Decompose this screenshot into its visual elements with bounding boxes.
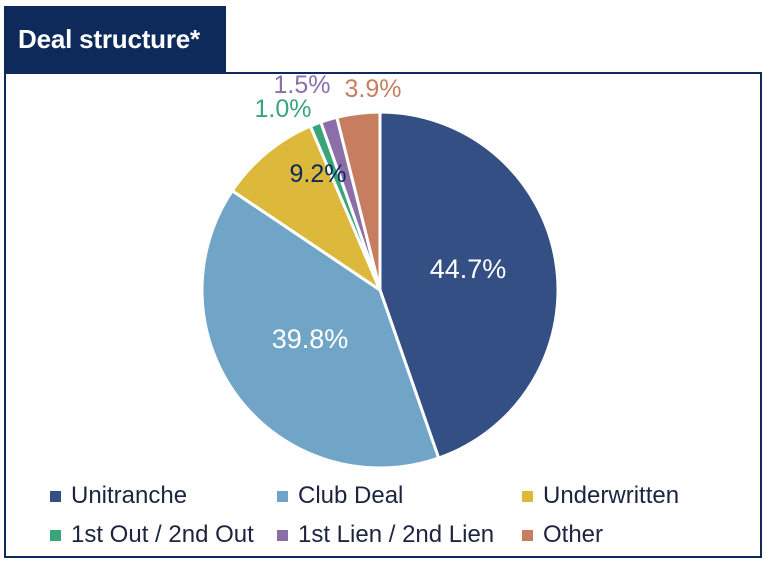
legend-item-1st-lien-2nd-lien: 1st Lien / 2nd Lien <box>277 521 494 549</box>
data-label-other: 3.9% <box>345 75 402 103</box>
pie-labels: 44.7% 39.8% 9.2% 1.0%1.5% 3.9% <box>255 71 507 354</box>
data-label-unitranche: 44.7% <box>430 254 507 284</box>
legend-label: Club Deal <box>298 482 404 509</box>
legend-item-unitranche: Unitranche <box>50 482 187 510</box>
legend-label: Underwritten <box>543 482 680 509</box>
chart-title: Deal structure* <box>4 6 226 73</box>
legend-label: Unitranche <box>71 482 188 509</box>
legend-label: 1st Out / 2nd Out <box>71 521 254 548</box>
data-label-underwritten: 9.2% <box>290 160 347 188</box>
legend-swatch <box>277 490 288 502</box>
data-label-1st-out-2nd-out: 1.0% <box>255 95 312 123</box>
legend-item-other: Other <box>522 521 603 549</box>
legend-label: Other <box>543 521 604 548</box>
data-label-1st-lien-2nd-lien: 1.5% <box>274 71 331 99</box>
pie-slice-other <box>335 110 382 292</box>
pie-slice-club-deal <box>200 189 441 470</box>
legend-swatch <box>50 529 61 541</box>
chart-legend: Unitranche Club Deal Underwritten 1st Out /… <box>40 482 740 562</box>
legend-label: 1st Lien / 2nd Lien <box>298 521 495 548</box>
pie-slice-unitranche <box>378 110 560 460</box>
legend-item-1st-out-2nd-out: 1st Out / 2nd Out <box>50 521 254 549</box>
legend-swatch <box>522 529 533 541</box>
pie-slices <box>200 110 560 470</box>
pie-slice-underwritten <box>230 124 382 292</box>
legend-swatch <box>277 529 288 541</box>
legend-swatch <box>522 490 533 502</box>
legend-item-club-deal: Club Deal <box>277 482 403 510</box>
legend-item-underwritten: Underwritten <box>522 482 679 510</box>
legend-swatch <box>50 490 61 502</box>
data-label-club-deal: 39.8% <box>272 324 349 354</box>
